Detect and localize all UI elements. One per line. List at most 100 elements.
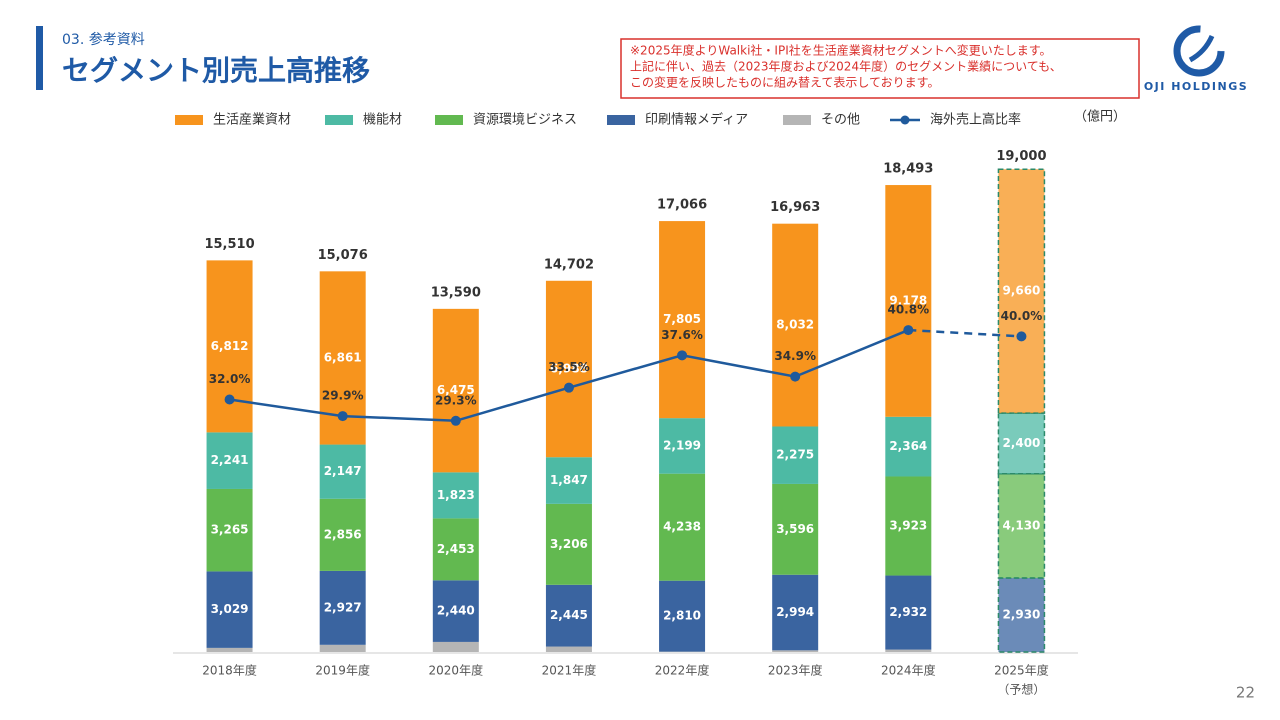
bar-segment [319,498,366,571]
legend-label: 生活産業資材 [213,112,291,128]
segment-label: 3,923 [889,519,927,533]
total-label: 16,963 [770,200,820,215]
segment-label: 3,265 [211,523,249,537]
bar-segment [319,444,366,499]
segment-label: 2,445 [550,608,588,622]
ratio-point [790,371,801,382]
ratio-point [1016,331,1027,342]
ratio-point [563,382,574,393]
bar-segment [997,577,1046,653]
x-tick-label: 2019年度 [315,663,370,678]
ratio-point [903,325,914,336]
x-tick-label: 2021年度 [542,663,597,678]
segment-label: 2,453 [437,542,475,556]
bar-segment [432,308,479,473]
ratio-label: 29.9% [322,389,364,403]
segment-label: 2,400 [1002,436,1040,450]
logo [1173,25,1225,77]
bar-segment [206,488,253,572]
slide-title: セグメント別売上高推移 [62,54,370,87]
segment-label: 7,805 [663,312,701,326]
bar-segment [545,646,592,652]
bar-segment [432,641,479,652]
ratio-label: 29.3% [435,393,477,407]
bar-segment [772,223,819,427]
bar-segment [659,580,706,652]
segment-label: 2,932 [889,605,927,619]
total-label: 13,590 [431,285,481,300]
bar-segment [206,647,253,652]
bar-segment [432,472,479,519]
segment-label: 3,029 [211,602,249,616]
segment-label: 2,994 [776,605,814,619]
total-label: 18,493 [883,162,933,177]
bar-segment [885,185,932,417]
bar-segment [772,650,819,652]
total-label: 15,076 [318,248,368,263]
ratio-point [337,411,348,422]
segment-label: 2,275 [776,448,814,462]
title-accent [36,26,43,90]
segment-label: 2,440 [437,604,475,618]
bar-segment [206,571,253,648]
legend-label: その他 [821,113,860,128]
bar-segment [885,416,932,477]
notice-line: この変更を反映したものに組み替えて表示しております。 [630,75,939,90]
segment-label: 3,206 [550,537,588,551]
ratio-point [677,350,688,361]
x-tick-label: 2022年度 [655,663,710,678]
legend-label: 印刷情報メディア [645,112,748,128]
x-tick-label: 2018年度 [202,663,257,678]
segment-label: 1,823 [437,488,475,502]
ratio-label: 40.0% [1001,309,1043,323]
segment-label: 4,130 [1002,518,1040,532]
segment-label: 2,241 [211,453,249,467]
total-label: 19,000 [996,149,1046,164]
segment-label: 9,660 [1002,284,1040,298]
bar-segment [772,574,819,651]
segment-label: 2,930 [1002,608,1040,622]
legend-swatch [783,115,811,125]
bar-segment [432,580,479,642]
legend-swatch [607,115,635,125]
segment-label: 2,199 [663,438,701,452]
bar-segment [997,168,1046,414]
bar-segment [772,483,819,575]
x-tick-label: 2025年度 [994,663,1049,678]
total-label: 15,510 [204,237,254,252]
bar-segment [885,476,932,576]
bar-segment [319,644,366,652]
segment-label: 3,596 [776,522,814,536]
notice-line: ※2025年度よりWalki社・IPI社を生活産業資材セグメントへ変更いたします… [630,43,1052,58]
bar-segment [997,412,1046,475]
bar-segment [772,426,819,484]
x-tick-label: 2023年度 [768,663,823,678]
ratio-label: 33.5% [548,360,590,374]
bar-segment [545,457,592,504]
legend-dot [900,115,910,125]
segment-label: 1,847 [550,473,588,487]
notice-line: 上記に伴い、過去（2023年度および2024年度）のセグメント業績についても、 [630,59,1062,74]
ratio-label: 34.9% [774,349,816,363]
bar-segment [545,584,592,647]
ratio-label: 32.0% [209,372,251,386]
segment-label: 6,988 [550,361,588,375]
ratio-line [908,328,1022,338]
legend-swatch [435,115,463,125]
x-tick-label: 2024年度 [881,663,936,678]
segment-label: 6,812 [211,339,249,353]
ratio-point [450,415,461,426]
notice-box [620,38,1140,99]
legend-label: 海外売上高比率 [930,112,1021,128]
x-tick-label: 2020年度 [429,663,484,678]
ratio-point [224,394,235,405]
legend-label: 機能材 [363,113,402,128]
bar-segment [885,649,932,652]
page-number: 22 [1236,684,1255,702]
legend-label: 資源環境ビジネス [473,113,577,128]
bar-segment [659,221,706,419]
bar-segment [659,473,706,581]
bar-segment [432,518,479,581]
forecast-note: （予想） [997,682,1045,697]
bar-segment [659,418,706,474]
